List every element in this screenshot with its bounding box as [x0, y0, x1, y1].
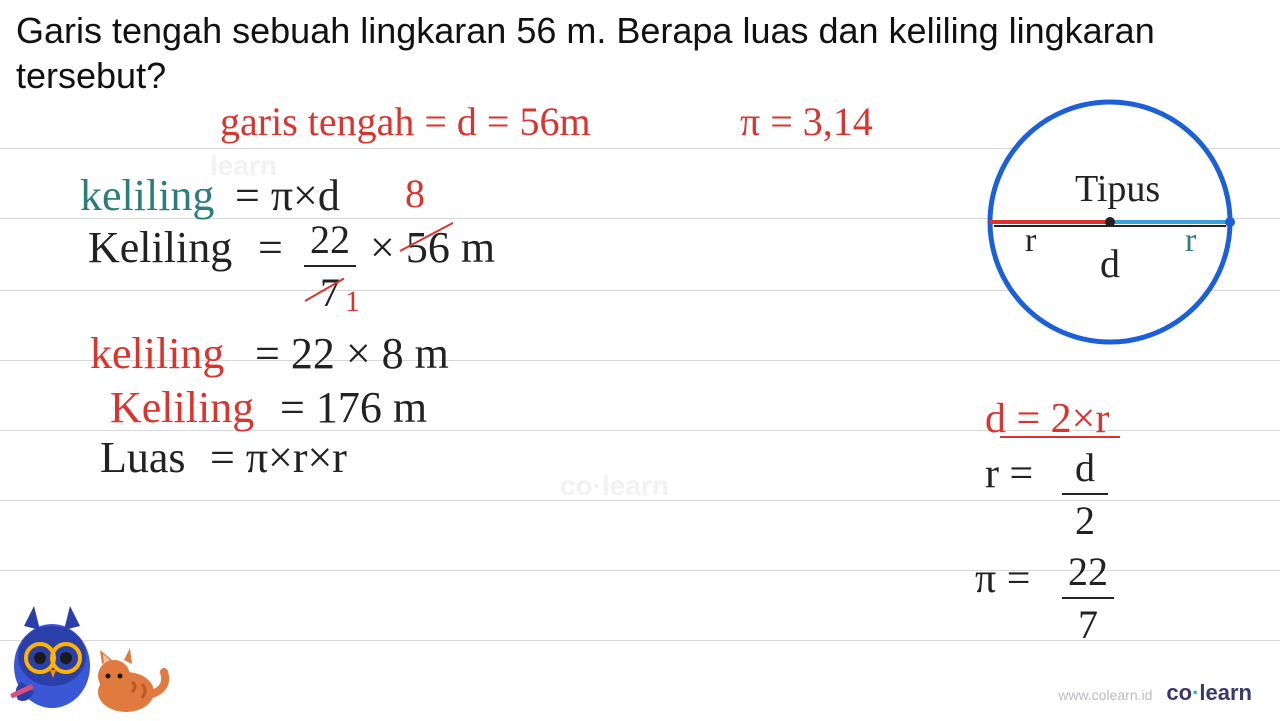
diagram-r-left: r [1025, 222, 1036, 260]
diagram-tipus: Tipus [1075, 167, 1160, 211]
formula-d-underline [1000, 436, 1120, 438]
given-diameter: garis tengah = d = 56m [220, 98, 591, 145]
keliling-1-label: keliling [80, 170, 214, 221]
formula-pi-fraction: 22 7 [1060, 548, 1116, 648]
footer-brand: co·learn [1166, 680, 1252, 706]
brand-post: learn [1199, 680, 1252, 705]
keliling-3-label: keliling [90, 328, 224, 379]
keliling-1-rhs: = π×d [235, 170, 340, 221]
keliling-1-eight: 8 [405, 170, 425, 217]
keliling-4-rhs: = 176 m [280, 382, 427, 433]
keliling-2-label: Keliling [88, 222, 232, 273]
keliling-4-label: Keliling [110, 382, 254, 433]
brand-pre: co [1166, 680, 1192, 705]
formula-r-num: d [1060, 444, 1110, 491]
diagram-d: d [1100, 240, 1120, 287]
keliling-3-rhs: = 22 × 8 m [255, 328, 449, 379]
footer-site: www.colearn.id [1058, 687, 1152, 703]
luas-label: Luas [100, 432, 186, 483]
circle-diagram: Tipus r r d [980, 92, 1240, 352]
keliling-2-times56: × 56 m [370, 222, 495, 273]
frac-num: 22 [300, 216, 360, 263]
footer: www.colearn.id co·learn [1058, 680, 1252, 706]
keliling-2-eq: = [258, 222, 283, 273]
formula-r-lhs: r = [985, 450, 1033, 498]
formula-pi-lhs: π = [975, 555, 1030, 603]
given-pi: π = 3,14 [740, 98, 873, 145]
mascot [4, 596, 174, 716]
formula-r-fraction: d 2 [1060, 444, 1110, 544]
diagram-r-right: r [1185, 222, 1196, 260]
formula-r-den: 2 [1060, 497, 1110, 544]
formula-pi-num: 22 [1060, 548, 1116, 595]
cancel-result-1: 1 [345, 285, 360, 319]
luas-rhs: = π×r×r [210, 432, 347, 483]
watermark: co·learn [560, 470, 669, 502]
question-text: Garis tengah sebuah lingkaran 56 m. Bera… [16, 8, 1264, 98]
formula-pi-den: 7 [1060, 601, 1116, 648]
